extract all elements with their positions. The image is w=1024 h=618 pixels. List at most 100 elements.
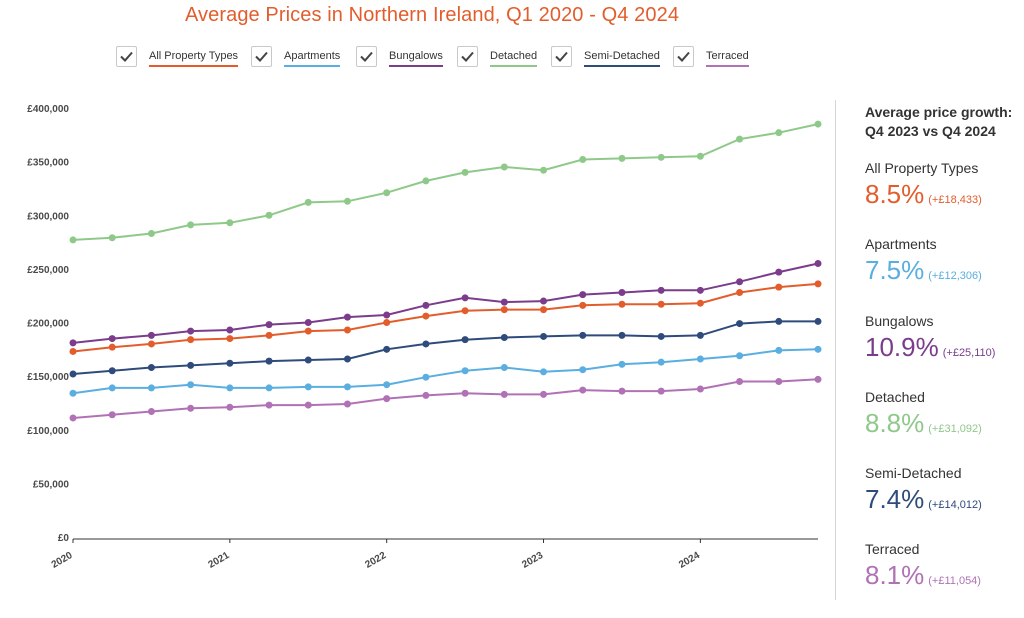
stat-apartments: Apartments 7.5% (+£12,306): [865, 236, 1024, 286]
stat-absolute: (+£12,306): [928, 270, 982, 282]
data-point-detached: [657, 153, 665, 161]
data-point-semi-detached: [579, 331, 587, 339]
data-point-terraced: [814, 375, 822, 383]
data-point-semi-detached: [657, 332, 665, 340]
data-point-semi-detached: [343, 355, 351, 363]
stat-absolute: (+£14,012): [928, 499, 982, 511]
data-point-bungalows: [500, 298, 508, 306]
data-point-apartments: [500, 364, 508, 372]
data-point-semi-detached: [304, 356, 312, 364]
data-point-bungalows: [657, 286, 665, 294]
data-point-detached: [187, 221, 195, 229]
data-point-detached: [461, 168, 469, 176]
series-line-semi-detached: [72, 320, 818, 375]
checkbox-terraced[interactable]: [673, 46, 694, 67]
data-point-apartments: [383, 381, 391, 389]
stat-name: Semi-Detached: [865, 465, 962, 481]
stat-absolute: (+£11,054): [928, 575, 981, 587]
data-point-apartments: [226, 384, 234, 392]
stat-percent: 8.1%: [865, 560, 925, 590]
data-point-terraced: [265, 401, 273, 409]
data-point-all-property-types: [304, 327, 312, 335]
panel-title: Average price growth: Q4 2023 vs Q4 2024: [865, 103, 1024, 141]
checkbox-apartments[interactable]: [251, 46, 272, 67]
data-point-terraced: [187, 404, 195, 412]
stat-name: All Property Types: [865, 160, 979, 176]
check-icon: [461, 51, 474, 62]
legend-label: All Property Types: [149, 50, 239, 67]
data-point-terraced: [226, 403, 234, 411]
stat-percent: 10.9%: [865, 332, 939, 362]
line-chart: £0 £50,000 £100,000 £150,000 £200,000 £250,00…: [27, 104, 822, 571]
data-point-detached: [304, 198, 312, 206]
data-point-apartments: [618, 360, 626, 368]
checkbox-detached[interactable]: [457, 46, 478, 67]
data-point-semi-detached: [775, 317, 783, 325]
data-point-semi-detached: [461, 336, 469, 344]
data-point-terraced: [696, 385, 704, 393]
data-point-all-property-types: [775, 283, 783, 291]
data-point-detached: [343, 197, 351, 205]
data-point-terraced: [775, 377, 783, 385]
data-point-bungalows: [814, 260, 822, 268]
data-point-detached: [147, 229, 155, 237]
data-point-detached: [383, 189, 391, 197]
data-point-terraced: [383, 395, 391, 403]
data-point-apartments: [265, 384, 273, 392]
data-point-bungalows: [226, 326, 234, 334]
data-point-detached: [69, 236, 77, 244]
data-point-detached: [108, 234, 116, 242]
stat-absolute: (+£31,092): [928, 423, 982, 435]
data-point-terraced: [147, 408, 155, 416]
stat-name: Terraced: [865, 541, 920, 557]
check-icon: [255, 51, 268, 62]
data-point-apartments: [579, 366, 587, 374]
data-point-semi-detached: [736, 320, 744, 328]
data-point-bungalows: [696, 286, 704, 294]
check-icon: [360, 51, 373, 62]
data-point-detached: [265, 211, 273, 219]
stat-bungalows: Bungalows 10.9% (+£25,110): [865, 313, 1024, 363]
stat-name: Bungalows: [865, 313, 934, 329]
data-point-detached: [579, 155, 587, 163]
data-point-semi-detached: [814, 317, 822, 325]
series-line-terraced: [72, 378, 819, 419]
y-tick-label: £300,000: [27, 211, 69, 222]
data-point-all-property-types: [69, 347, 77, 355]
data-point-bungalows: [265, 321, 273, 329]
data-point-all-property-types: [343, 326, 351, 334]
checkbox-bungalows[interactable]: [356, 46, 377, 67]
y-tick-label: £400,000: [27, 104, 69, 115]
x-tick-label: 2021: [207, 550, 232, 571]
data-point-all-property-types: [265, 331, 273, 339]
legend-label: Semi-Detached: [584, 50, 660, 67]
data-point-all-property-types: [383, 319, 391, 326]
data-point-all-property-types: [226, 335, 234, 343]
data-point-semi-detached: [108, 367, 116, 375]
checkbox-all-property-types[interactable]: [116, 46, 137, 67]
data-point-terraced: [461, 389, 469, 397]
stat-absolute: (+£25,110): [942, 347, 996, 359]
stat-percent: 7.4%: [865, 484, 925, 514]
data-point-bungalows: [69, 339, 77, 347]
panel-title-line1: Average price growth:: [865, 104, 1013, 120]
data-point-terraced: [579, 386, 587, 394]
legend-label: Bungalows: [389, 50, 443, 67]
data-point-semi-detached: [422, 340, 430, 348]
data-point-terraced: [304, 401, 312, 409]
data-point-semi-detached: [618, 331, 626, 339]
data-point-bungalows: [304, 319, 312, 326]
data-point-apartments: [187, 381, 195, 389]
data-point-terraced: [343, 400, 351, 408]
check-icon: [555, 51, 568, 62]
data-point-apartments: [461, 367, 469, 375]
data-point-apartments: [736, 352, 744, 360]
data-point-detached: [226, 219, 234, 227]
data-point-apartments: [69, 389, 77, 397]
data-point-apartments: [696, 355, 704, 363]
stat-name: Detached: [865, 389, 925, 405]
y-tick-label: £0: [58, 533, 70, 544]
checkbox-semi-detached[interactable]: [551, 46, 572, 67]
check-icon: [677, 51, 690, 62]
stat-absolute: (+£18,433): [928, 194, 982, 206]
